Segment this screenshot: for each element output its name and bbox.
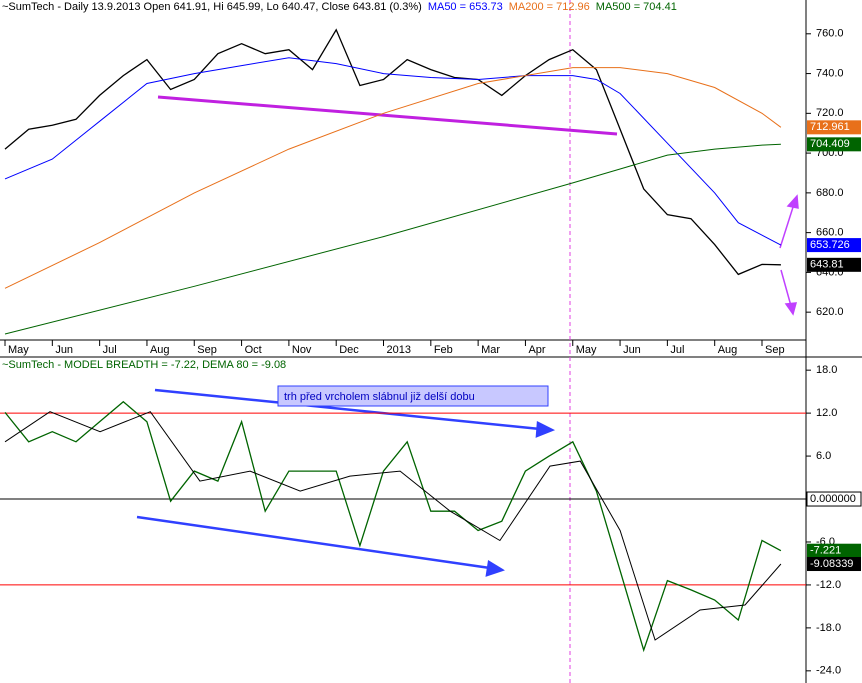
end-label-box <box>807 557 861 572</box>
x-tick-label: Jun <box>623 344 641 356</box>
y-tick-label: 620.0 <box>816 306 844 318</box>
trendline <box>157 95 618 136</box>
x-tick-label: Sep <box>765 344 785 356</box>
x-tick-label: Aug <box>150 344 170 356</box>
x-tick-label: Mar <box>481 344 500 356</box>
y-tick-label: 760.0 <box>816 28 844 40</box>
x-tick-label: Aug <box>718 344 738 356</box>
x-tick-label: Jun <box>55 344 73 356</box>
x-tick-label: Jul <box>670 344 684 356</box>
y-tick-label: 6.0 <box>816 450 831 462</box>
end-label: 653.726 <box>810 239 850 251</box>
reference-label: 0.000000 <box>810 493 856 505</box>
x-tick-label: Dec <box>339 344 359 356</box>
y-tick-label: 680.0 <box>816 187 844 199</box>
end-label-box <box>807 257 861 272</box>
x-tick-label: Jul <box>103 344 117 356</box>
annotation-box <box>277 385 549 407</box>
y-tick-label: 660.0 <box>816 227 844 239</box>
header-part: MA200 = 712.96 <box>509 1 590 13</box>
y-tick-label: 12.0 <box>816 407 837 419</box>
panel-header: ~SumTech - MODEL BREADTH = -7.22, DEMA 8… <box>2 359 286 371</box>
reference-label-box <box>806 491 862 507</box>
end-label-box <box>807 543 861 558</box>
x-tick-label: Sep <box>197 344 217 356</box>
end-label: -7.221 <box>810 545 841 557</box>
x-tick-label: Nov <box>292 344 312 356</box>
x-tick-label: May <box>8 344 29 356</box>
x-tick-label: Feb <box>434 344 453 356</box>
y-tick-label: -18.0 <box>816 622 841 634</box>
end-label: 643.81 <box>810 259 844 271</box>
y-tick-label: 740.0 <box>816 67 844 79</box>
annotation-text: trh před vrcholem slábnul již delší dobu <box>284 391 475 403</box>
end-label: 704.409 <box>810 138 850 150</box>
y-tick-label: 720.0 <box>816 107 844 119</box>
scenario-arrows <box>779 194 799 316</box>
header-part: ~SumTech - Daily 13.9.2013 Open 641.91, … <box>2 1 422 13</box>
y-tick-label: 18.0 <box>816 364 837 376</box>
series-line <box>4 400 782 653</box>
y-tick-label: -24.0 <box>816 665 841 677</box>
end-label-box <box>807 238 861 253</box>
panel-header: ~SumTech - Daily 13.9.2013 Open 641.91, … <box>2 1 677 13</box>
header-part: MA500 = 704.41 <box>596 1 677 13</box>
series-line <box>4 143 781 335</box>
x-tick-label: May <box>576 344 597 356</box>
end-label: -9.08339 <box>810 558 853 570</box>
y-tick-label: -12.0 <box>816 579 841 591</box>
x-tick-label: 2013 <box>387 344 411 356</box>
series-line <box>4 67 782 289</box>
end-label-box <box>807 120 861 135</box>
header-part: MA50 = 653.73 <box>428 1 503 13</box>
divergence-arrows <box>136 388 556 577</box>
header-part: ~SumTech - MODEL BREADTH = -7.22, DEMA 8… <box>2 359 286 371</box>
series-line <box>4 57 782 246</box>
end-label: 712.961 <box>810 121 850 133</box>
series-line <box>4 411 782 641</box>
x-tick-label: Apr <box>528 344 545 356</box>
end-label-box <box>807 137 861 152</box>
series-line <box>4 28 781 276</box>
x-tick-label: Oct <box>245 344 262 356</box>
